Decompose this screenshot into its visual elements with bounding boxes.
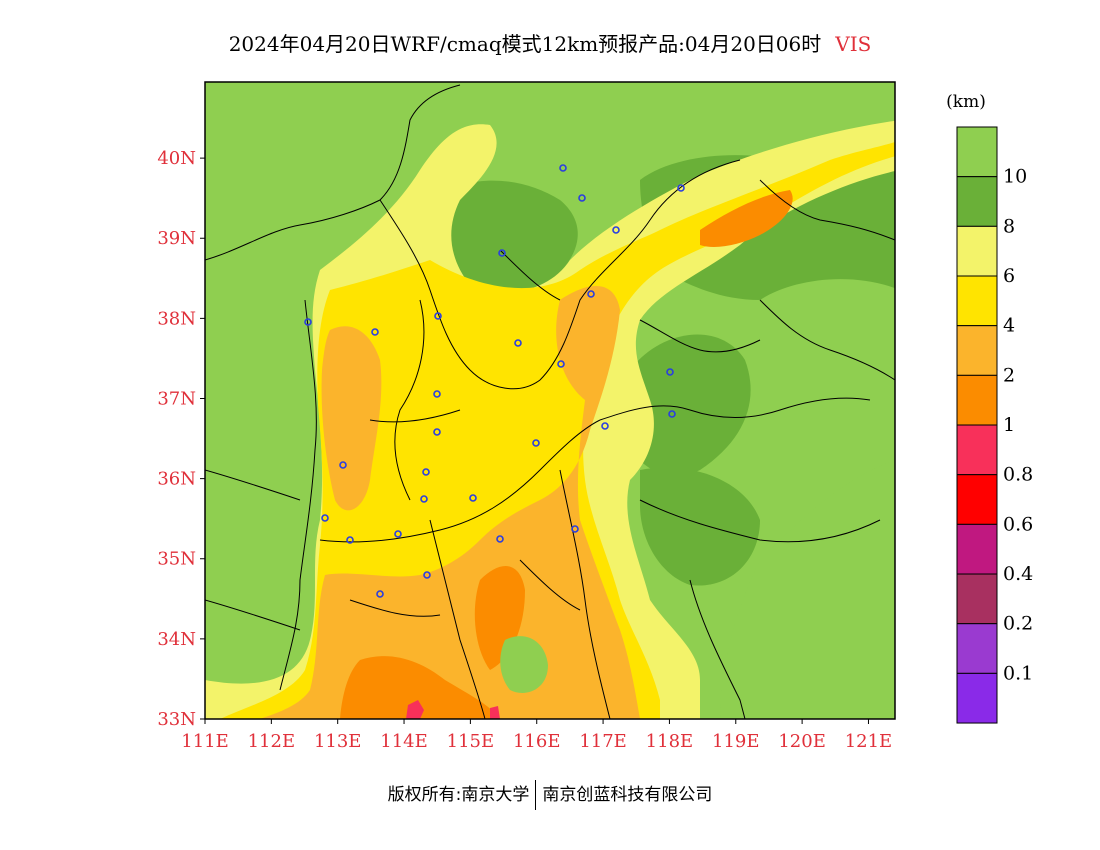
field-2-4-central: [260, 286, 640, 719]
city-marker: [433, 428, 441, 436]
legend-swatch: [956, 225, 998, 277]
city-marker: [371, 328, 379, 336]
legend: 10 8 6 4 2 1 0.8 0.6 0.4 0.2 0.1: [956, 126, 1033, 724]
legend-swatch: [956, 275, 998, 327]
legend-label: 6: [1003, 265, 1015, 287]
city-marker: [469, 494, 477, 502]
lon-tick-label: 111E: [181, 731, 229, 752]
lat-tick-label: 38N: [157, 308, 196, 329]
field-0.8-1-spot-a: [406, 700, 424, 719]
city-markers: [304, 164, 685, 598]
city-marker: [339, 461, 347, 469]
city-marker: [423, 571, 431, 579]
copyright-owner: 版权所有:南京大学: [387, 785, 530, 805]
legend-unit: (km): [946, 92, 986, 112]
field-8-10-north: [433, 180, 578, 290]
legend-swatch: [956, 474, 998, 525]
lon-tick-label: 115E: [447, 731, 495, 752]
city-marker: [666, 368, 674, 376]
legend-swatch: [956, 424, 998, 476]
city-marker: [496, 535, 504, 543]
legend-label: 0.1: [1003, 662, 1033, 684]
legend-swatch: [956, 126, 998, 178]
lat-tick-label: 33N: [157, 709, 196, 730]
city-marker: [557, 360, 565, 368]
city-marker: [422, 468, 430, 476]
legend-label: 4: [1003, 315, 1015, 337]
lat-tick-label: 35N: [157, 549, 196, 570]
city-marker: [434, 312, 442, 320]
lon-tick-label: 120E: [778, 731, 826, 752]
lat-tick-label: 40N: [157, 148, 196, 169]
city-marker: [532, 439, 540, 447]
legend-label: 0.6: [1003, 513, 1033, 535]
city-marker: [559, 164, 567, 172]
legend-swatch: [956, 523, 998, 575]
city-marker: [321, 514, 329, 522]
lat-tick-label: 39N: [157, 228, 196, 249]
lon-tick-label: 116E: [513, 731, 561, 752]
city-marker: [514, 339, 522, 347]
lon-tick-label: 112E: [248, 731, 296, 752]
lon-tick-label: 119E: [712, 731, 760, 752]
field-8-10-east: [640, 467, 760, 586]
copyright-company: 南京创蓝科技有限公司: [542, 785, 713, 805]
longitude-axis: 111E 112E 113E 114E 115E 116E 117E 118E 119E 120E…: [181, 719, 892, 752]
city-marker: [677, 184, 685, 192]
city-marker: [668, 410, 676, 418]
latitude-axis: 33N 34N 35N 36N 37N 38N 39N 40N: [157, 148, 205, 730]
field-1-2-northeast: [700, 190, 793, 247]
copyright-footer: 版权所有:南京大学 南京创蓝科技有限公司: [0, 780, 1100, 810]
legend-label: 10: [1003, 166, 1027, 188]
map-title: 2024年04月20日WRF/cmaq模式12km预报产品:04月20日06时 V…: [0, 28, 1100, 57]
city-marker: [346, 536, 354, 544]
legend-swatch: [956, 374, 998, 426]
lat-tick-label: 37N: [157, 388, 196, 409]
field-4-6: [220, 141, 895, 719]
field-2-4-west: [321, 326, 382, 511]
field-high-vis-sea: [720, 460, 895, 719]
city-marker: [304, 318, 312, 326]
field-1-2-south: [340, 656, 500, 719]
legend-swatch: [956, 325, 998, 376]
legend-swatch: [956, 176, 998, 227]
lon-tick-label: 117E: [579, 731, 627, 752]
legend-label: 1: [1003, 414, 1015, 436]
city-marker: [376, 590, 384, 598]
legend-swatch: [956, 672, 998, 724]
lon-tick-label: 113E: [314, 731, 362, 752]
city-marker: [498, 249, 506, 257]
variable-label: VIS: [835, 32, 872, 56]
legend-label: 0.2: [1003, 613, 1033, 635]
legend-swatch: [956, 573, 998, 625]
lon-tick-label: 114E: [380, 731, 428, 752]
boundaries: [205, 84, 895, 719]
lon-tick-label: 121E: [845, 731, 893, 752]
legend-label: 8: [1003, 215, 1015, 237]
city-marker: [612, 226, 620, 234]
city-marker: [420, 495, 428, 503]
legend-swatch: [956, 623, 998, 674]
city-marker: [571, 525, 579, 533]
footer-separator: [535, 780, 537, 810]
legend-label: 0.4: [1003, 563, 1033, 585]
field-high-vis-patch: [500, 636, 548, 693]
city-marker: [601, 422, 609, 430]
plot-frame: [204, 81, 896, 720]
lat-tick-label: 34N: [157, 629, 196, 650]
lat-tick-label: 36N: [157, 469, 196, 490]
city-marker: [394, 530, 402, 538]
city-marker: [578, 194, 586, 202]
vis-field: [205, 82, 895, 719]
field-0.8-1-spot-b: [490, 706, 500, 719]
legend-label: 0.8: [1003, 464, 1033, 486]
title-text: 2024年04月20日WRF/cmaq模式12km预报产品:04月20日06时: [228, 32, 822, 56]
city-marker: [587, 290, 595, 298]
legend-label: 2: [1003, 364, 1015, 386]
lon-tick-label: 118E: [646, 731, 694, 752]
city-marker: [433, 390, 441, 398]
